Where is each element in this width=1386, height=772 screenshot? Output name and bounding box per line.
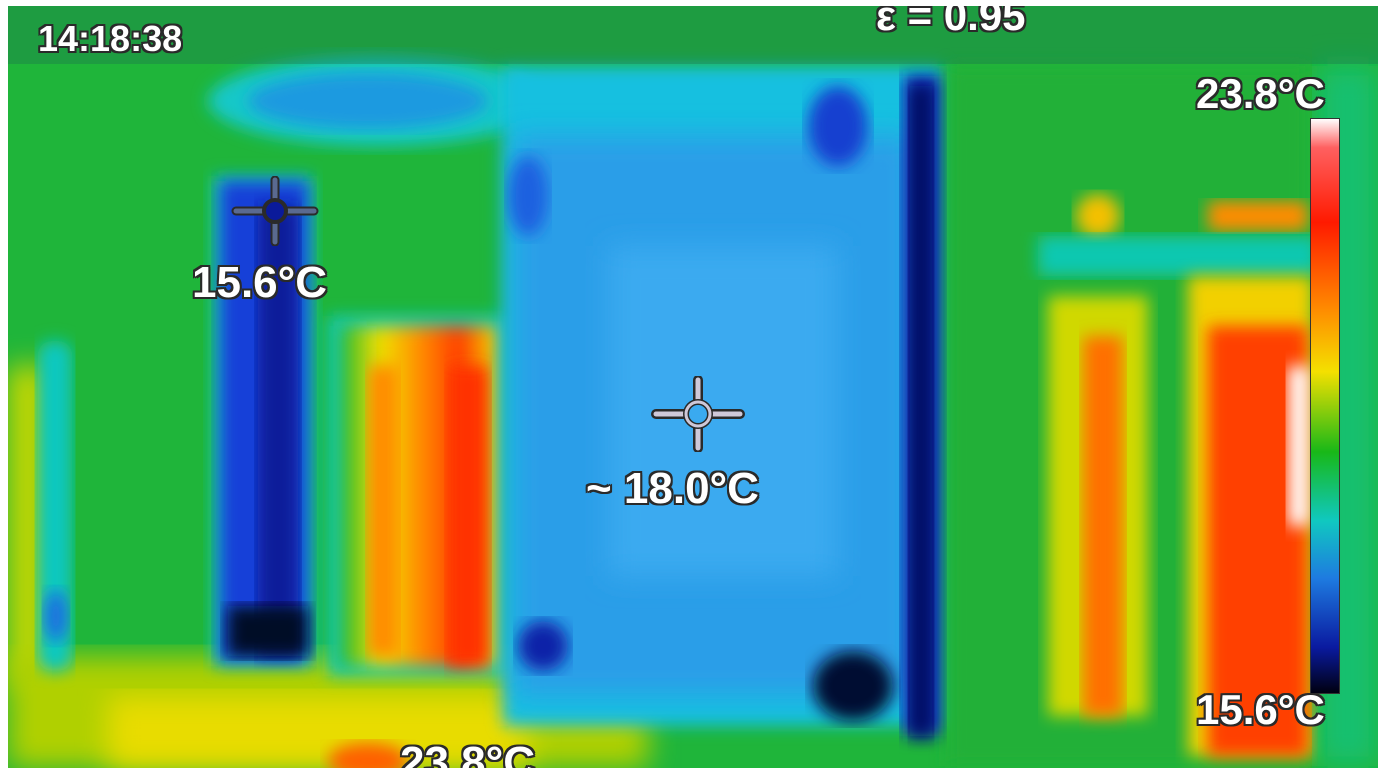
timestamp: 14:18:38 [38, 18, 183, 59]
cold-spot-label: 15.6°C [192, 258, 328, 307]
cold-spot-crosshair-icon [231, 176, 319, 246]
center-spot-crosshair-icon [651, 376, 745, 452]
thermal-scene [8, 6, 1378, 768]
scale-max-label: 23.8°C [1196, 70, 1325, 117]
thermal-image: 14:18:38 ε = 0.95 23.8°C 15.6°C 15.6°C ~… [8, 6, 1378, 768]
hot-spot-label: 23.8°C [400, 738, 536, 768]
emissivity-label: ε = 0.95 [876, 6, 1026, 39]
color-scale-bar [1310, 118, 1340, 694]
center-spot-label: ~ 18.0°C [586, 464, 759, 513]
left-pipe [38, 341, 72, 671]
scale-min-label: 15.6°C [1196, 686, 1325, 733]
top-overlay-bar [8, 6, 1378, 64]
